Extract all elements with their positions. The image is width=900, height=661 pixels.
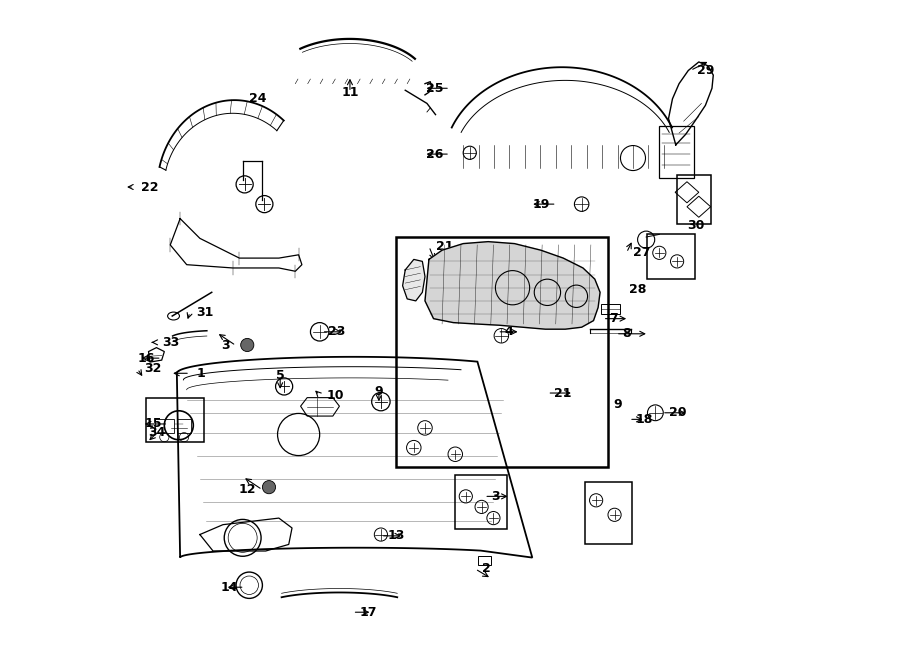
- Bar: [155, 418, 174, 433]
- Text: 9: 9: [374, 385, 383, 397]
- Text: 10: 10: [327, 389, 344, 401]
- Text: 14: 14: [220, 581, 238, 594]
- Text: 1: 1: [196, 367, 205, 380]
- Bar: [146, 398, 203, 442]
- Text: 6: 6: [532, 312, 541, 325]
- Text: 9: 9: [613, 398, 622, 410]
- Text: 21: 21: [436, 240, 453, 253]
- Bar: [455, 475, 507, 529]
- Text: 25: 25: [426, 82, 444, 95]
- Text: 29: 29: [697, 64, 715, 77]
- Text: 16: 16: [138, 352, 155, 365]
- Bar: [176, 418, 192, 433]
- Bar: [585, 482, 633, 545]
- Text: 22: 22: [140, 180, 158, 194]
- Text: 15: 15: [144, 418, 162, 430]
- Text: 26: 26: [426, 147, 444, 161]
- Text: 3: 3: [491, 490, 500, 503]
- Text: 11: 11: [341, 86, 359, 98]
- Bar: [478, 556, 491, 565]
- Polygon shape: [402, 259, 425, 301]
- Text: 32: 32: [144, 362, 161, 375]
- Text: 23: 23: [328, 325, 346, 338]
- Text: 34: 34: [148, 426, 166, 439]
- Text: 12: 12: [238, 483, 256, 496]
- Text: 13: 13: [388, 529, 405, 543]
- Circle shape: [240, 338, 254, 352]
- Text: 17: 17: [359, 605, 377, 619]
- Polygon shape: [425, 242, 600, 329]
- Text: 5: 5: [275, 369, 284, 382]
- Bar: [601, 303, 620, 314]
- Text: 8: 8: [623, 327, 631, 340]
- Text: 19: 19: [533, 198, 550, 211]
- Text: 21: 21: [554, 387, 572, 399]
- Bar: [647, 235, 695, 279]
- Text: 2: 2: [482, 563, 490, 575]
- Bar: [396, 237, 608, 467]
- Text: 33: 33: [162, 336, 179, 349]
- Text: 24: 24: [249, 93, 266, 105]
- Text: 20: 20: [669, 407, 686, 419]
- Text: 30: 30: [687, 219, 705, 232]
- Text: 4: 4: [504, 325, 513, 338]
- Text: 28: 28: [629, 283, 646, 296]
- Bar: [677, 175, 711, 224]
- Circle shape: [263, 481, 275, 494]
- Text: 19: 19: [556, 292, 574, 305]
- Text: 3: 3: [220, 339, 230, 352]
- Bar: [660, 126, 694, 178]
- Text: 18: 18: [635, 413, 653, 426]
- Text: 7: 7: [609, 312, 618, 325]
- Text: 31: 31: [196, 305, 214, 319]
- Text: 27: 27: [633, 247, 651, 259]
